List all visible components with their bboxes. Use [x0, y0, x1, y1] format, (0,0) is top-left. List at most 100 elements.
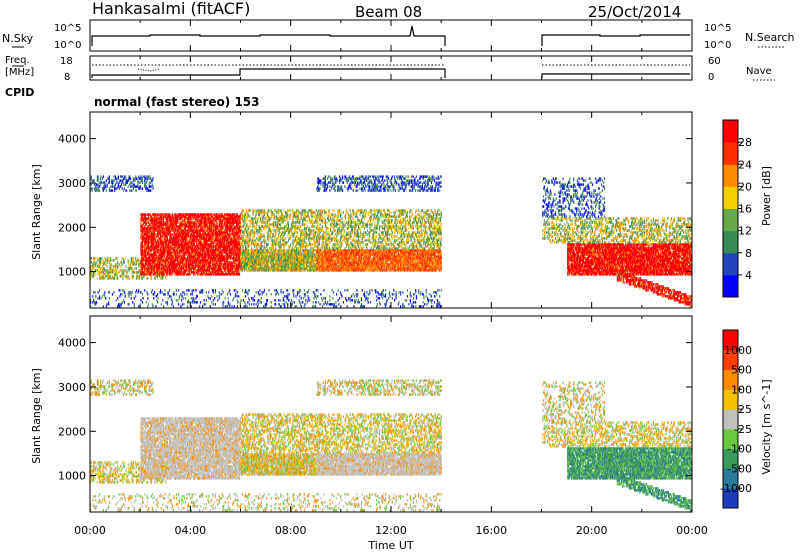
scatter-cell — [115, 187, 116, 189]
scatter-cell — [157, 293, 158, 295]
scatter-cell — [123, 183, 124, 185]
sky-right-label: N.Search — [745, 31, 795, 44]
scatter-cell — [113, 265, 114, 267]
scatter-cell — [130, 185, 131, 187]
scatter-cell — [152, 177, 153, 179]
scatter-cell — [112, 293, 113, 295]
scatter-cell — [157, 301, 158, 303]
scatter-cell — [107, 303, 108, 305]
scatter-cell — [99, 289, 100, 291]
scatter-cell — [113, 291, 114, 293]
scatter-cell — [119, 289, 120, 291]
scatter-cell — [98, 263, 99, 265]
scatter-cell — [128, 185, 129, 187]
scatter-cell — [124, 261, 125, 263]
sky-left-tick-bottom: 10^0 — [54, 40, 81, 51]
scatter-cell — [140, 291, 141, 293]
sky-trace-2 — [542, 35, 690, 46]
scatter-cell — [143, 297, 144, 299]
scatter-cell — [96, 301, 97, 303]
scatter-cell — [131, 297, 132, 299]
scatter-cell — [161, 291, 162, 293]
scatter-cell — [148, 175, 149, 177]
cpid-text: normal (fast stereo) 153 — [94, 95, 260, 109]
scatter-cell — [104, 181, 105, 183]
scatter-cell — [162, 299, 163, 301]
scatter-cell — [94, 179, 95, 181]
scatter-cell — [140, 299, 141, 301]
scatter-cell — [152, 185, 153, 187]
scatter-cell — [106, 179, 107, 181]
scatter-cell — [136, 289, 137, 291]
scatter-cell — [122, 289, 123, 291]
scatter-cell — [103, 175, 104, 177]
scatter-cell — [91, 257, 92, 259]
scatter-cell — [122, 263, 123, 265]
scatter-cell — [132, 301, 133, 303]
scatter-cell — [154, 291, 155, 293]
scatter-cell — [94, 183, 95, 185]
scatter-cell — [109, 175, 110, 177]
date-title: 25/Oct/2014 — [588, 3, 681, 21]
scatter-cell — [125, 265, 126, 267]
scatter-cell — [113, 179, 114, 181]
scatter-cell — [95, 257, 96, 259]
scatter-cell — [134, 297, 135, 299]
scatter-cell — [119, 265, 120, 267]
scatter-cell — [142, 293, 143, 295]
scatter-cell — [113, 259, 114, 261]
scatter-cell — [116, 271, 117, 273]
scatter-cell — [95, 273, 96, 275]
scatter-cell — [142, 301, 143, 303]
freq-label: Freq. — [5, 55, 30, 66]
sky-left-label: N.Sky — [2, 32, 34, 45]
scatter-cell — [140, 187, 141, 189]
scatter-cell — [99, 295, 100, 297]
scatter-cell — [150, 189, 151, 191]
scatter-cell — [158, 297, 159, 299]
scatter-cell — [145, 213, 146, 215]
scatter-cell — [98, 291, 99, 293]
freq-trace-1 — [92, 69, 445, 78]
scatter-cell — [109, 187, 110, 189]
scatter-cell — [153, 297, 154, 299]
scatter-cell — [163, 305, 164, 307]
freq-tick-top: 18 — [60, 56, 73, 67]
scatter-cell — [116, 257, 117, 259]
scatter-cell — [147, 277, 148, 279]
scatter-cell — [130, 181, 131, 183]
scatter-cell — [112, 189, 113, 191]
scatter-cell — [138, 305, 139, 307]
scatter-cell — [131, 181, 132, 183]
scatter-cell — [101, 267, 102, 269]
scatter-cell — [109, 291, 110, 293]
scatter-cell — [147, 293, 148, 295]
scatter-cell — [128, 263, 129, 265]
scatter-cell — [117, 297, 118, 299]
scatter-cell — [160, 289, 161, 291]
scatter-cell — [125, 275, 126, 277]
scatter-cell — [111, 263, 112, 265]
scatter-cell — [152, 305, 153, 307]
scatter-cell — [131, 267, 132, 269]
station-title: Hankasalmi (fitACF) — [92, 0, 250, 18]
scatter-cell — [145, 177, 146, 179]
sky-right-tick-top: 10^5 — [704, 23, 731, 34]
scatter-cell — [105, 297, 106, 299]
scatter-cell — [131, 189, 132, 191]
scatter-cell — [136, 177, 137, 179]
scatter-cell — [98, 175, 99, 177]
scatter-cell — [95, 291, 96, 293]
scatter-cell — [102, 295, 103, 297]
scatter-cell — [134, 271, 135, 273]
scatter-cell — [116, 299, 117, 301]
power-panel: 4000300020001000 Slant Range [km] — [30, 112, 692, 308]
scatter-cell — [124, 187, 125, 189]
scatter-cell — [115, 183, 116, 185]
scatter-cell — [129, 277, 130, 279]
cpid-label: CPID — [5, 86, 34, 99]
scatter-cell — [134, 261, 135, 263]
scatter-cell — [93, 291, 94, 293]
scatter-cell — [124, 301, 125, 303]
scatter-cell — [108, 257, 109, 259]
